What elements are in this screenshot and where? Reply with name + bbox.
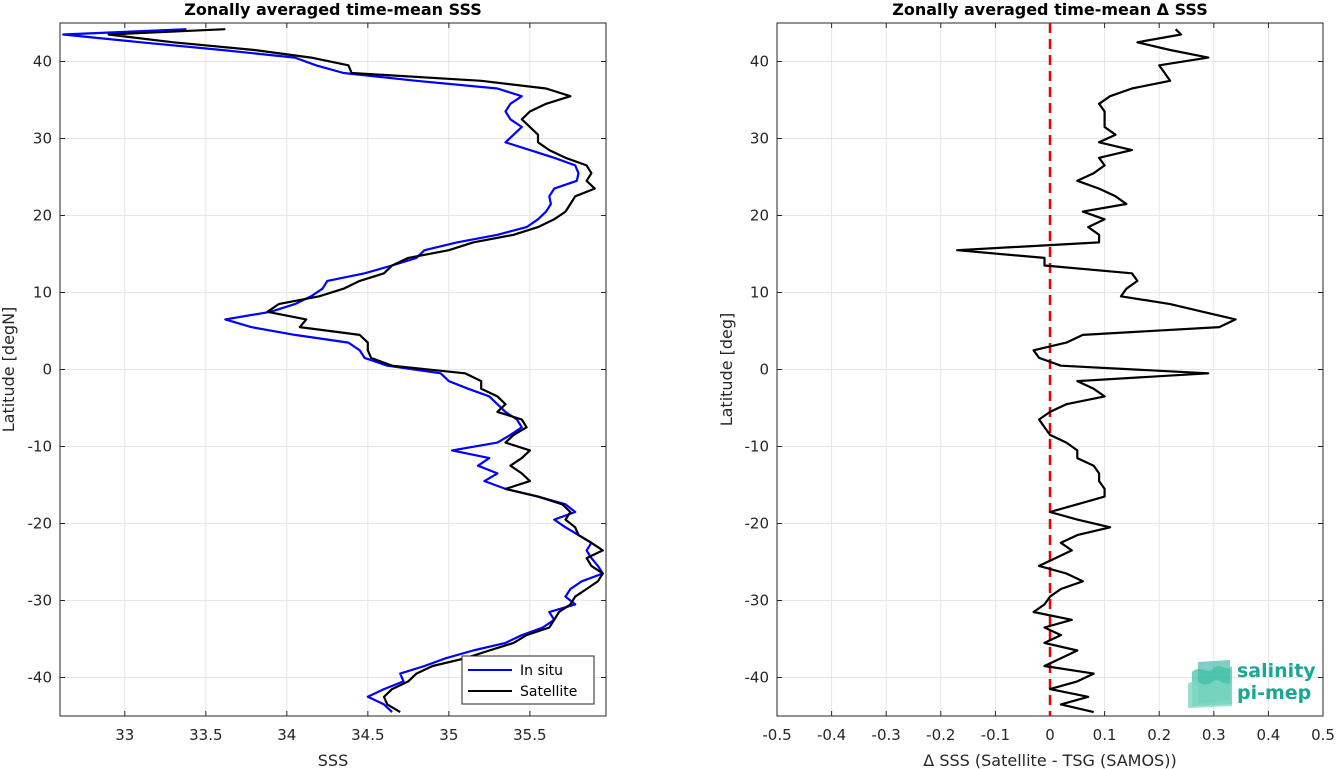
- x-tick-label: 34.5: [351, 726, 384, 744]
- left-panel: 33 33.5 34 34.5 35 35.5-40-30-20-10010203040 …: [0, 0, 607, 769]
- x-tick-label: 0.1: [1093, 726, 1117, 744]
- legend-box: [461, 655, 595, 705]
- x-tick-label: 0.4: [1256, 726, 1280, 744]
- series-line-satellite: [107, 28, 604, 714]
- x-tick-label: 34: [277, 726, 296, 744]
- y-tick-label: -40: [28, 669, 53, 687]
- right-chart-title: Zonally averaged time-mean Δ SSS: [892, 0, 1208, 19]
- legend-label-satellite: Satellite: [520, 684, 577, 700]
- y-tick-label: 0: [42, 361, 52, 379]
- y-tick-label: 40: [33, 53, 52, 71]
- x-tick-label: -0.3: [872, 726, 901, 744]
- x-tick-label: -0.2: [926, 726, 955, 744]
- left-series: [62, 28, 604, 714]
- right-panel: -0.5 -0.4 -0.3 -0.2 -0.1 0 0.1 0.2 0.3 0.4 0.5 -40 -…: [717, 0, 1335, 769]
- salinity-pi-mep-logo: salinity pi-mep: [1188, 660, 1316, 708]
- y-tick-label: -20: [28, 515, 53, 533]
- logo-text-salinity: salinity: [1237, 660, 1316, 682]
- x-tick-label: 0.2: [1147, 726, 1171, 744]
- y-tick-label: 10: [33, 284, 52, 302]
- left-y-axis-label: Latitude [degN]: [0, 307, 18, 433]
- y-tick-label: -40: [745, 669, 770, 687]
- y-tick-label: -10: [745, 438, 770, 456]
- wave-icon: [1188, 660, 1232, 708]
- y-tick-label: -30: [28, 592, 53, 610]
- x-tick-label: 0: [1045, 726, 1055, 744]
- x-tick-label: 0.3: [1202, 726, 1226, 744]
- right-y-axis-label: Latitude [deg]: [717, 313, 736, 427]
- right-ticks: -0.5 -0.4 -0.3 -0.2 -0.1 0 0.1 0.2 0.3 0.4 0.5 -40 -…: [745, 23, 1335, 744]
- x-tick-label: 35: [439, 726, 458, 744]
- left-ticks: 33 33.5 34 34.5 35 35.5 -40 -30 -20 -10 0 10 20 30 40: [28, 23, 606, 744]
- x-tick-label: -0.1: [981, 726, 1010, 744]
- x-tick-label: 33.5: [189, 726, 222, 744]
- x-tick-label: 35.5: [513, 726, 546, 744]
- y-tick-label: 30: [33, 130, 52, 148]
- y-tick-label: 40: [750, 53, 769, 71]
- y-tick-label: 10: [750, 284, 769, 302]
- left-grid: [60, 23, 606, 716]
- series-line-in-situ: [62, 28, 604, 713]
- y-tick-label: 20: [33, 207, 52, 225]
- y-tick-label: 30: [750, 130, 769, 148]
- legend-label-in-situ: In situ: [520, 663, 563, 679]
- x-tick-label: 0.5: [1311, 726, 1335, 744]
- x-tick-label: -0.4: [817, 726, 846, 744]
- left-chart-title: Zonally averaged time-mean SSS: [184, 0, 482, 19]
- right-x-axis-label: Δ SSS (Satellite - TSG (SAMOS)): [923, 751, 1176, 769]
- series-line-delta-sss: [956, 28, 1237, 714]
- right-series: [956, 23, 1237, 716]
- x-tick-label: 33: [115, 726, 134, 744]
- legend: In situ Satellite: [461, 655, 595, 705]
- y-tick-label: 0: [759, 361, 769, 379]
- y-tick-label: -30: [745, 592, 770, 610]
- left-x-axis-label: SSS: [318, 751, 348, 769]
- y-tick-label: 20: [750, 207, 769, 225]
- y-tick-label: -20: [745, 515, 770, 533]
- x-tick-label: -0.5: [762, 726, 791, 744]
- y-tick-label: -10: [28, 438, 53, 456]
- logo-text-pi-mep: pi-mep: [1237, 682, 1311, 704]
